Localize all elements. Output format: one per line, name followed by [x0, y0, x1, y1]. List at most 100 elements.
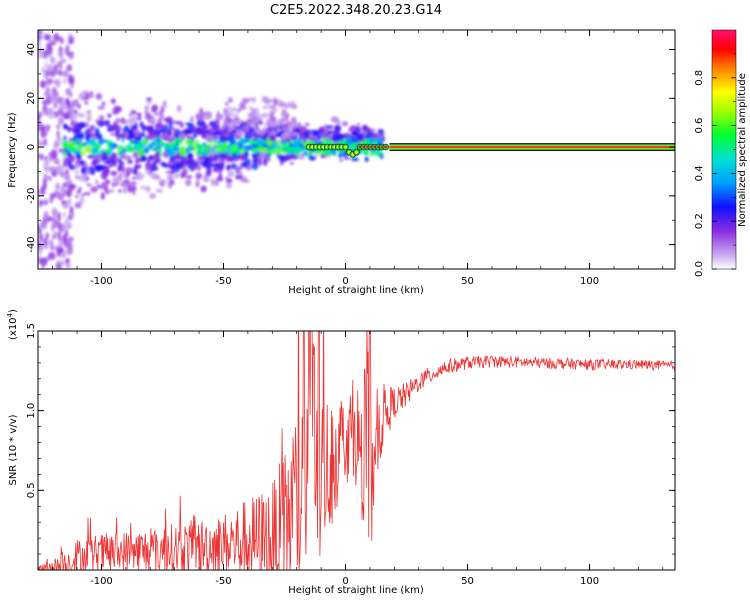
spectral-blob: [317, 135, 322, 140]
spectral-blob: [63, 159, 69, 166]
spectrogram-frame: [37, 29, 676, 270]
spectral-blob: [350, 143, 356, 150]
noise-blob: [38, 243, 45, 251]
y-tick-label: 0.5: [26, 482, 37, 498]
spectral-blob: [197, 145, 204, 151]
spectral-blob: [207, 152, 215, 157]
spectral-blob: [181, 171, 186, 178]
spectral-blob: [180, 160, 185, 166]
faint-blob: [271, 107, 278, 113]
spectral-blob: [132, 128, 141, 135]
colorbar-tick-label: 0.4: [694, 165, 705, 181]
faint-blob: [288, 122, 292, 127]
faint-blob: [236, 132, 241, 138]
spectral-blob: [84, 145, 93, 153]
spectral-blob: [272, 134, 276, 142]
faint-blob: [287, 101, 292, 107]
spectral-blob: [247, 145, 252, 151]
spectral-blob: [162, 152, 168, 158]
noise-blob: [51, 207, 58, 216]
spectral-blob: [285, 142, 290, 147]
spectral-blob: [99, 139, 107, 143]
spectral-blob: [108, 163, 113, 168]
y-tick-label: 1.0: [26, 403, 37, 419]
faint-blob: [252, 96, 256, 104]
spectral-blob: [201, 123, 207, 131]
spectral-blob: [126, 185, 135, 193]
faint-blob: [254, 116, 259, 124]
noise-blob: [50, 252, 56, 260]
noise-blob: [62, 212, 66, 218]
spectral-blob: [153, 111, 160, 117]
spectral-blob: [71, 99, 79, 107]
noise-blob: [43, 210, 49, 221]
spectral-blob: [299, 127, 304, 134]
spectral-blob: [229, 136, 236, 145]
noise-blob: [46, 175, 52, 180]
faint-blob: [251, 113, 258, 118]
spectral-blob: [79, 193, 87, 197]
spectral-blob: [126, 171, 130, 177]
spectral-blob: [203, 149, 209, 157]
spectral-blob: [142, 137, 147, 144]
spectral-blob: [90, 186, 98, 193]
spectral-blob: [234, 174, 243, 180]
spectral-blob: [216, 176, 224, 182]
spectral-blob: [169, 180, 175, 185]
noise-blob: [58, 49, 64, 60]
snr-y-scale-text: (x10: [8, 317, 19, 340]
spectral-blob: [259, 121, 263, 125]
spectral-blob: [90, 150, 99, 156]
spectral-blob: [86, 169, 91, 175]
spectral-blob: [146, 101, 152, 105]
spectral-blob: [203, 175, 210, 183]
spectral-blob: [114, 154, 119, 163]
snr-y-scale-label: (x104): [6, 309, 19, 340]
spectral-blob: [70, 155, 75, 162]
spectral-blob: [156, 136, 161, 145]
spectral-blob: [67, 150, 72, 159]
noise-blob: [42, 181, 47, 190]
noise-blob: [42, 178, 48, 183]
y-tick-label: 20: [26, 92, 37, 105]
faint-blob: [291, 100, 295, 107]
spectral-blob: [217, 157, 223, 164]
spectral-blob: [160, 142, 168, 147]
spectral-blob: [139, 186, 148, 190]
noise-blob: [47, 63, 53, 72]
spectral-blob: [81, 142, 89, 147]
spectral-blob: [65, 99, 71, 106]
spectral-blob: [251, 143, 260, 149]
spectral-blob: [196, 149, 204, 156]
spectral-blob: [87, 128, 91, 133]
noise-blob: [50, 244, 55, 251]
spectral-blob: [295, 149, 300, 157]
noise-blob: [41, 66, 45, 76]
noise-blob: [40, 128, 46, 139]
spectral-blob: [189, 116, 194, 123]
faint-blob: [229, 123, 234, 131]
spectral-blob: [126, 119, 134, 123]
noise-blob: [56, 123, 61, 130]
spectral-blob: [75, 195, 79, 199]
spectral-blob: [89, 139, 98, 147]
spectrogram-y-ticks: -40 -20 0 20 40: [26, 43, 675, 270]
faint-blob: [261, 112, 268, 119]
spectral-blob: [123, 186, 127, 194]
spectral-blob: [345, 133, 350, 139]
noise-blob: [48, 156, 53, 162]
noise-blob: [48, 251, 52, 259]
spectral-blob: [73, 109, 77, 114]
spectral-blob: [168, 126, 174, 130]
faint-blob: [270, 117, 277, 122]
spectral-blob: [252, 157, 257, 163]
spectral-blob: [218, 152, 227, 159]
noise-blob: [43, 138, 47, 147]
spectral-blob: [346, 136, 352, 145]
noise-blob: [38, 142, 41, 147]
noise-blob: [49, 40, 56, 46]
spectral-blob: [78, 92, 85, 100]
spectral-blob: [375, 150, 383, 157]
spectral-blob: [74, 122, 82, 128]
spectral-blob: [195, 158, 203, 163]
